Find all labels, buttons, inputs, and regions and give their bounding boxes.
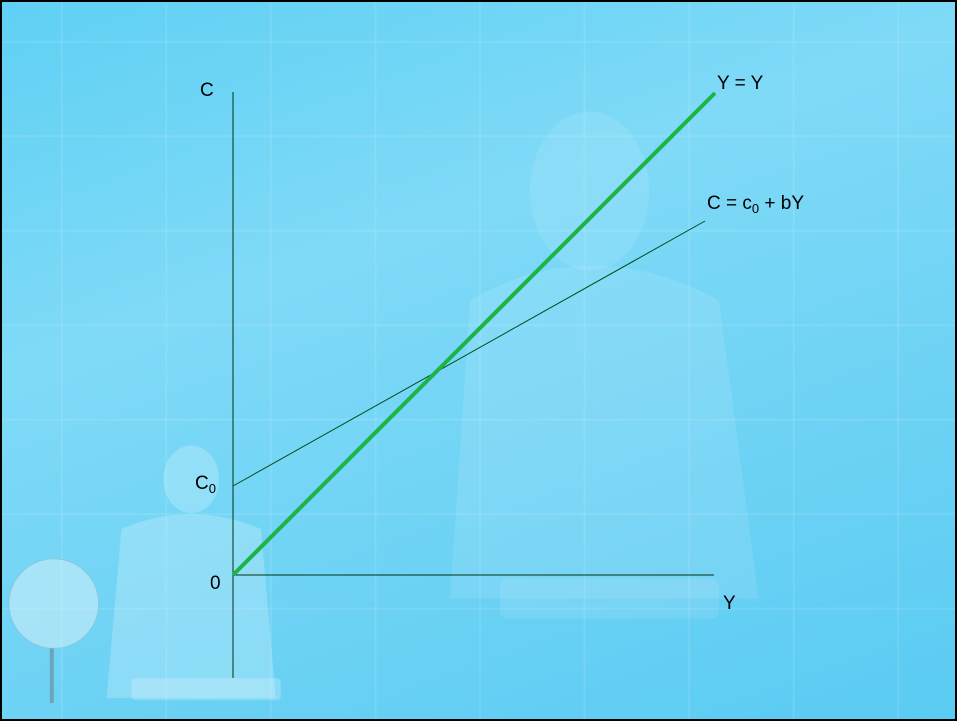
intercept-label-subscript: 0: [208, 481, 216, 496]
consumption-label-suffix: + bY: [759, 193, 805, 214]
origin-label: 0: [210, 573, 221, 594]
intercept-label-main: C: [195, 473, 209, 494]
consumption-function-line: [232, 220, 706, 487]
forty-five-degree-line-label: Y = Y: [717, 73, 764, 94]
consumption-label-prefix: C = c: [707, 193, 752, 214]
y-axis-label: C: [200, 80, 214, 101]
intercept-label: C0: [195, 474, 216, 495]
forty-five-degree-line: [231, 91, 717, 577]
consumption-label-subscript: 0: [751, 201, 760, 216]
consumption-function-label: C = c0 + bY: [707, 194, 804, 215]
x-axis-label: Y: [723, 593, 736, 614]
